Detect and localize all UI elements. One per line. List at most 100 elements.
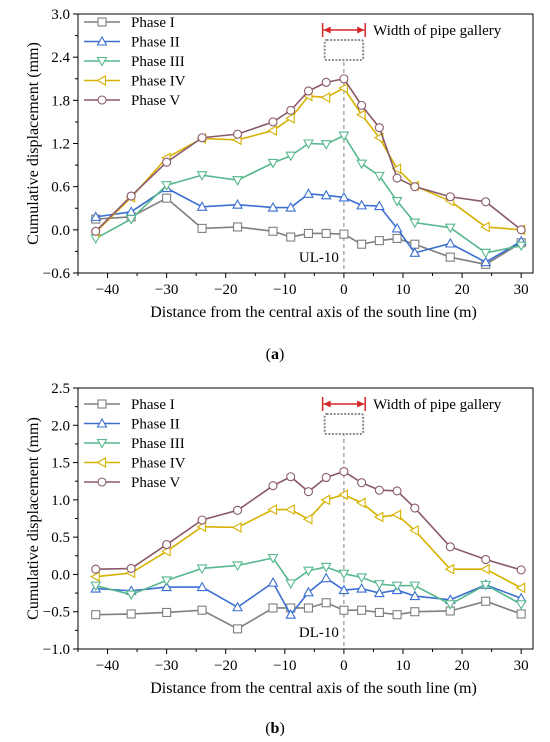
x-tick-label: −30 xyxy=(155,282,178,298)
x-tick-label: −10 xyxy=(273,658,296,674)
data-point-triangle-left xyxy=(231,522,242,533)
x-tick-label: −40 xyxy=(96,282,119,298)
caption-paren: ) xyxy=(279,720,284,737)
data-point-triangle-left xyxy=(96,75,107,86)
y-tick-label: −0.5 xyxy=(43,605,70,621)
x-tick-label: −10 xyxy=(273,282,296,298)
data-point-triangle-up xyxy=(267,201,279,212)
y-tick-label: 1.0 xyxy=(51,493,70,509)
panel-b-chart: −40 −30 −20 −10 0 10 20 30 −1.0 −0.5 0.0 0.5 1.0 1.5 2… xyxy=(25,381,534,697)
data-point-circle xyxy=(268,481,278,491)
data-point-square xyxy=(286,232,296,242)
x-tick-label: 0 xyxy=(340,282,348,298)
data-point-triangle-left xyxy=(409,524,419,536)
y-tick-label: −1.0 xyxy=(43,642,70,658)
data-point-triangle-down xyxy=(267,553,279,564)
data-point-triangle-down xyxy=(338,131,350,142)
data-point-circle xyxy=(286,105,296,115)
data-point-square xyxy=(268,603,278,613)
data-point-triangle-left xyxy=(96,457,107,468)
x-tick-label: 20 xyxy=(455,282,470,298)
data-point-square xyxy=(303,228,314,238)
data-point-triangle-left xyxy=(320,494,331,506)
data-point-circle xyxy=(232,129,243,139)
data-point-triangle-up xyxy=(338,191,350,202)
legend-label: Phase I xyxy=(131,397,175,413)
data-point-square xyxy=(339,229,349,239)
data-point-square xyxy=(321,228,331,238)
data-point-square xyxy=(357,239,367,249)
data-point-square xyxy=(97,17,107,27)
data-point-circle xyxy=(481,197,491,207)
data-point-triangle-up xyxy=(480,256,492,267)
y-axis-label: Cumulative displacement (mm) xyxy=(25,417,42,620)
data-point-triangle-up xyxy=(285,609,297,619)
x-tick-label: 30 xyxy=(514,658,529,674)
data-point-triangle-down xyxy=(515,600,527,610)
x-axis-label: Distance from the central axis of the so… xyxy=(150,304,477,321)
y-axis-label: Cumulative displacement (mm) xyxy=(25,42,42,245)
data-point-triangle-up xyxy=(444,237,456,248)
data-point-triangle-up xyxy=(391,222,403,233)
data-point-triangle-up xyxy=(267,577,279,587)
data-point-square xyxy=(232,624,243,634)
y-tick-label: 2.5 xyxy=(51,381,70,397)
data-point-circle xyxy=(126,191,136,201)
data-point-triangle-down xyxy=(356,159,368,170)
data-point-triangle-up xyxy=(356,199,368,210)
data-point-square xyxy=(374,607,384,618)
data-point-triangle-up xyxy=(96,35,108,46)
caption-paren: ) xyxy=(279,346,284,363)
data-point-square xyxy=(410,607,420,617)
caption-paren: ( xyxy=(266,346,271,363)
data-point-triangle-left xyxy=(356,109,366,121)
data-point-circle xyxy=(126,563,136,574)
pipe-gallery-box xyxy=(323,39,365,61)
x-tick-label: −20 xyxy=(214,658,237,674)
panel-b-caption: (b) xyxy=(265,720,285,737)
data-point-triangle-left xyxy=(338,82,348,94)
data-point-circle xyxy=(303,86,314,96)
data-point-triangle-down xyxy=(391,197,403,207)
data-point-triangle-left xyxy=(267,125,278,136)
data-point-triangle-left xyxy=(338,489,348,501)
legend-label: Phase IV xyxy=(131,456,186,472)
data-point-square xyxy=(232,222,243,232)
data-point-triangle-down xyxy=(391,581,403,592)
data-point-circle xyxy=(516,565,526,575)
y-tick-label: 2.0 xyxy=(51,418,70,434)
legend-label: Phase III xyxy=(131,54,185,70)
data-point-triangle-left xyxy=(90,571,100,583)
data-point-triangle-up xyxy=(232,601,243,612)
data-point-triangle-up xyxy=(90,211,102,221)
data-point-triangle-up xyxy=(409,590,421,601)
data-point-triangle-down xyxy=(409,218,421,229)
data-point-triangle-up xyxy=(96,417,108,428)
data-point-triangle-down xyxy=(232,561,243,572)
legend-label: Phase II xyxy=(131,417,180,433)
data-point-triangle-down xyxy=(267,158,279,169)
data-point-triangle-down xyxy=(480,580,492,591)
data-point-circle xyxy=(162,157,172,167)
x-tick-label: 10 xyxy=(396,282,411,298)
data-point-triangle-down xyxy=(320,562,332,573)
data-point-triangle-down xyxy=(285,579,297,589)
caption-paren: ( xyxy=(265,720,270,737)
gallery-width-label: Width of pipe gallery xyxy=(373,397,502,413)
data-point-triangle-down xyxy=(480,248,492,259)
data-point-triangle-down xyxy=(196,171,208,181)
panel-a-caption: (a) xyxy=(266,346,285,363)
data-point-triangle-down xyxy=(96,438,108,449)
y-tick-label: 1.2 xyxy=(51,137,70,153)
data-point-square xyxy=(197,605,207,615)
data-point-triangle-up xyxy=(373,587,385,598)
legend-label: Phase I xyxy=(131,15,175,31)
data-point-triangle-down xyxy=(125,214,137,225)
data-point-triangle-down xyxy=(338,569,350,580)
data-point-square xyxy=(91,610,101,620)
data-point-triangle-down xyxy=(303,566,314,577)
y-tick-label: 0.0 xyxy=(51,567,70,583)
data-point-triangle-left xyxy=(515,582,526,594)
data-point-triangle-left xyxy=(391,509,402,521)
data-point-triangle-up xyxy=(303,586,314,597)
